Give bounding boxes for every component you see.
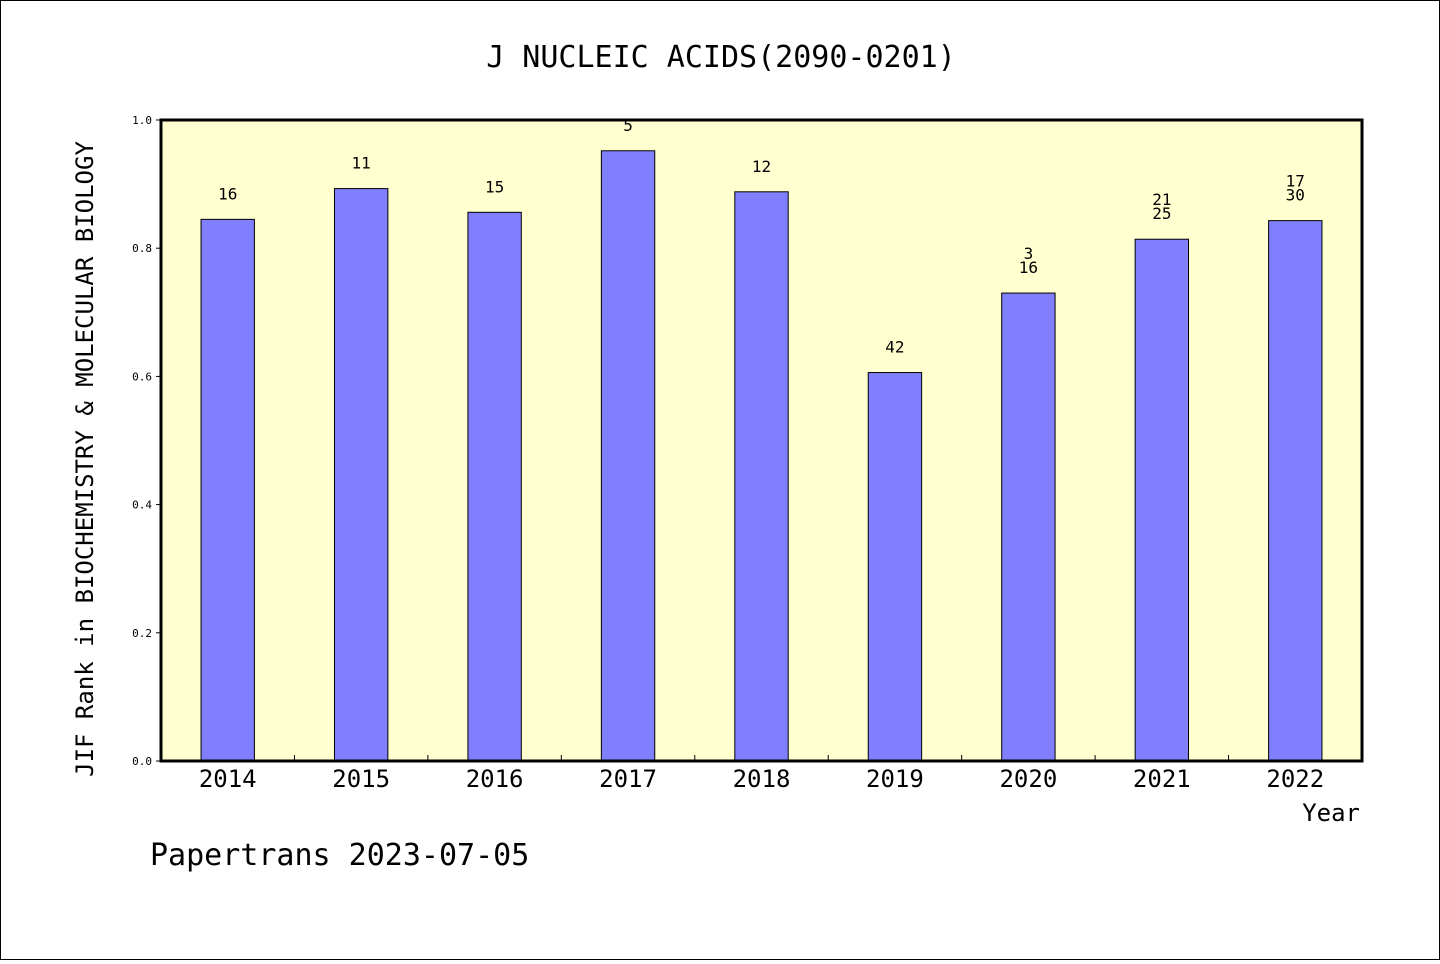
bar-label-2017-1: 5 <box>623 116 633 135</box>
x-tick-label-2016: 2016 <box>466 765 524 793</box>
plot-border <box>159 118 1364 763</box>
bar-label-2019-1: 42 <box>885 338 904 357</box>
bar-2014 <box>200 218 255 762</box>
bar-label-2021-2: 25 <box>1152 204 1171 223</box>
y-tick-label-0.0: 0.0 <box>132 755 152 768</box>
bar-2019 <box>867 372 923 762</box>
bar-label-2022-2: 30 <box>1286 186 1305 205</box>
bar-label-2014-1: 16 <box>218 184 237 203</box>
x-tick-label-2017: 2017 <box>599 765 657 793</box>
y-tick-label-1.0: 1.0 <box>132 114 152 127</box>
y-axis-label: JIF Rank in BIOCHEMISTRY & MOLECULAR BIO… <box>71 141 99 777</box>
bar-2015 <box>333 188 389 762</box>
bar-2018 <box>734 191 789 762</box>
y-tick-label-0.2: 0.2 <box>132 627 152 640</box>
y-tick-label-0.6: 0.6 <box>132 370 152 383</box>
bar-2021 <box>1134 238 1190 762</box>
bar-2016 <box>467 211 522 762</box>
bar-label-2022-1: 17 <box>1286 172 1305 191</box>
x-tick-label-2018: 2018 <box>733 765 791 793</box>
x-tick-label-2014: 2014 <box>199 765 257 793</box>
x-tick-label-2021: 2021 <box>1133 765 1191 793</box>
x-tick-label-2015: 2015 <box>332 765 390 793</box>
y-tick-label-0.4: 0.4 <box>132 499 152 512</box>
x-tick-label-2022: 2022 <box>1266 765 1324 793</box>
chart-title: J NUCLEIC ACIDS(2090-0201) <box>486 40 956 75</box>
bar-2022 <box>1268 220 1323 762</box>
x-tick-label-2019: 2019 <box>866 765 924 793</box>
x-tick-label-2020: 2020 <box>999 765 1057 793</box>
bar-label-2015-1: 11 <box>352 154 371 173</box>
y-tick-label-0.8: 0.8 <box>132 242 152 255</box>
bar-label-2016-1: 15 <box>485 177 504 196</box>
bar-2020 <box>1001 292 1056 762</box>
x-axis-label: Year <box>1302 799 1360 827</box>
bar-label-2020-1: 3 <box>1024 244 1034 263</box>
bar-label-2021-1: 21 <box>1152 190 1171 209</box>
bar-label-2018-1: 12 <box>752 157 771 176</box>
bar-2017 <box>600 150 656 762</box>
bar-label-2020-2: 16 <box>1019 258 1038 277</box>
footer-credit: Papertrans 2023-07-05 <box>150 838 529 873</box>
